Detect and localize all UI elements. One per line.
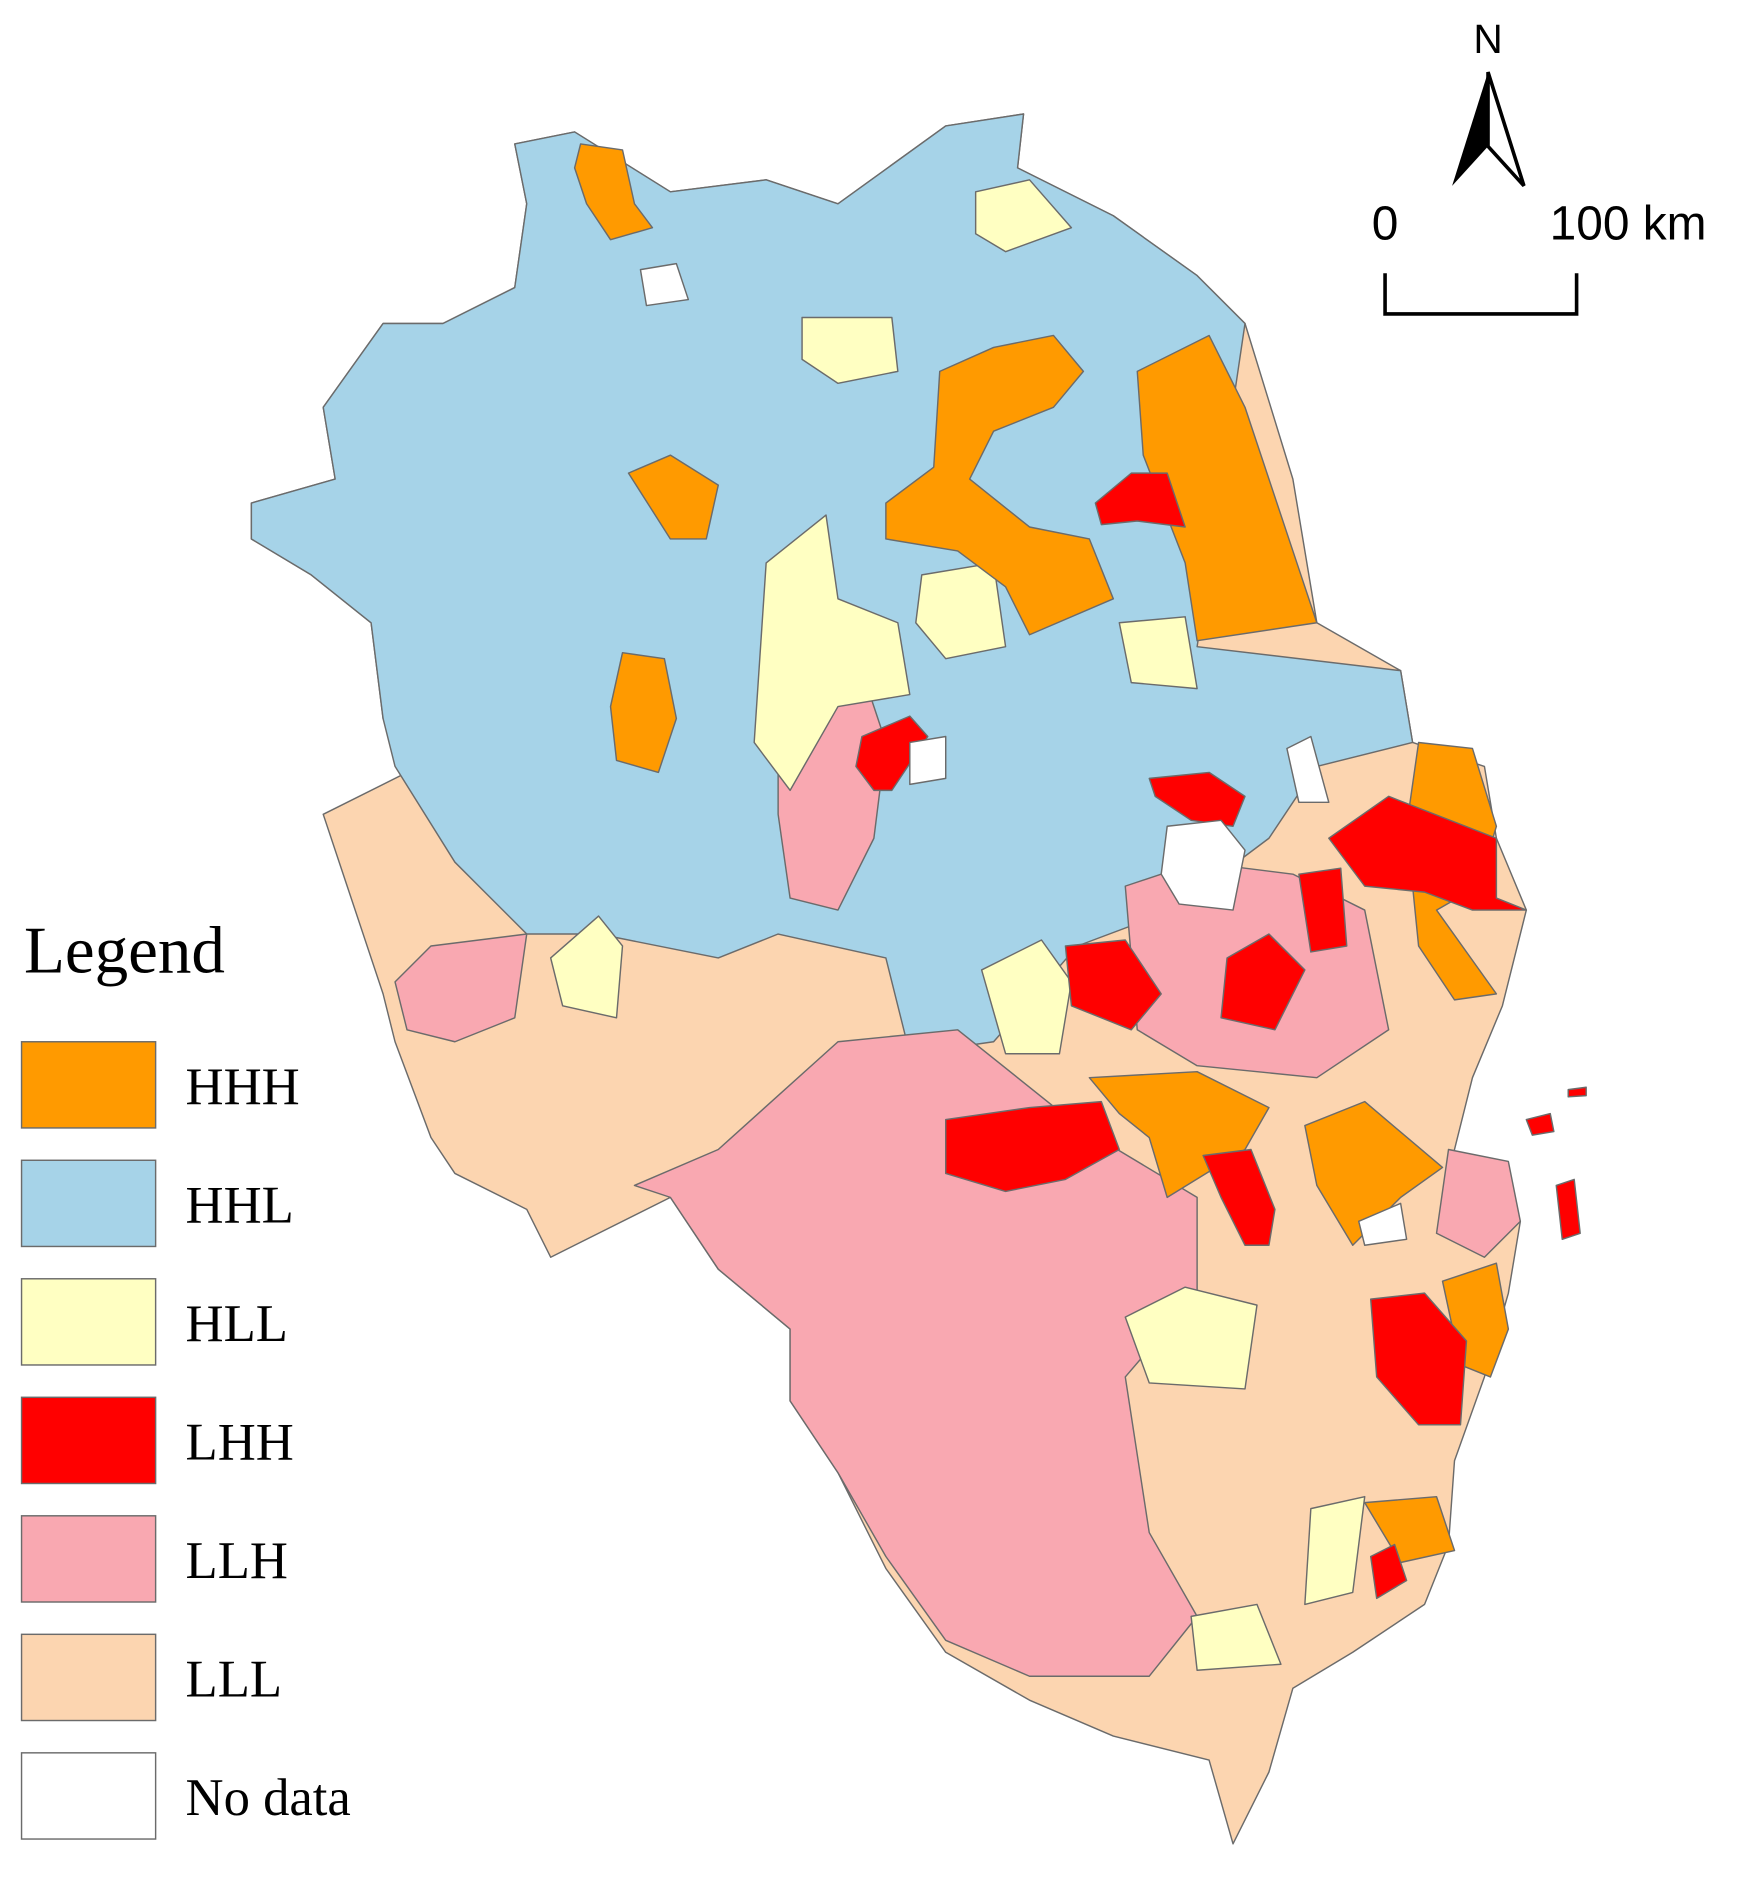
region (909, 735, 947, 786)
legend-label: LLH (186, 1532, 288, 1590)
region (1555, 1178, 1581, 1240)
legend-label: HLL (186, 1295, 288, 1353)
map-regions (250, 113, 1587, 1845)
region (974, 179, 1073, 253)
region (633, 1029, 1198, 1677)
legend-label: HHH (186, 1058, 300, 1116)
region (609, 651, 678, 774)
legend: HHH HHL HLL LHH LLH LLL No data (20, 1041, 351, 1840)
region (1118, 616, 1198, 690)
region (753, 514, 911, 792)
region (1148, 771, 1246, 827)
north-arrow (1486, 71, 1526, 188)
legend-swatch (20, 1752, 157, 1840)
region (549, 915, 624, 1019)
region (885, 334, 1115, 636)
north-label: N (1473, 16, 1502, 62)
region (1160, 819, 1246, 911)
region (1525, 1112, 1555, 1136)
region (1435, 1148, 1522, 1258)
region (1190, 1603, 1282, 1671)
legend-swatch (20, 1396, 157, 1485)
region (801, 316, 899, 385)
region (639, 262, 690, 307)
north-arrow (1452, 72, 1489, 186)
legend-swatch (20, 1041, 157, 1129)
region (1088, 1070, 1270, 1199)
region (1369, 1292, 1468, 1426)
region (1124, 1286, 1258, 1390)
scale-label: 0 (1372, 198, 1399, 251)
region (1358, 1202, 1408, 1246)
region (980, 939, 1073, 1055)
region (1298, 867, 1348, 953)
region (1369, 1543, 1408, 1600)
legend-label: No data (186, 1769, 351, 1827)
legend-label: HHL (186, 1177, 294, 1235)
region (945, 1100, 1121, 1193)
legend-swatch (20, 1159, 157, 1248)
region (855, 715, 929, 792)
region (573, 143, 654, 241)
region (1328, 795, 1528, 911)
scale-label: 100 km (1550, 198, 1707, 251)
legend-swatch (20, 1515, 157, 1603)
region (394, 933, 528, 1043)
region (1202, 1148, 1276, 1246)
region (627, 454, 719, 540)
region (1094, 472, 1186, 528)
region (1304, 1495, 1366, 1606)
region (1567, 1086, 1587, 1098)
region (1220, 933, 1306, 1031)
region (1064, 939, 1162, 1031)
region (1304, 1100, 1444, 1246)
legend-label: LLL (186, 1651, 283, 1709)
region (1363, 1495, 1456, 1564)
legend-swatch (20, 1278, 157, 1366)
legend-swatch (20, 1633, 157, 1722)
region (1286, 735, 1330, 804)
legend-title: Legend (24, 913, 225, 987)
scale-bar (1383, 273, 1579, 316)
legend-label: LHH (186, 1414, 294, 1472)
